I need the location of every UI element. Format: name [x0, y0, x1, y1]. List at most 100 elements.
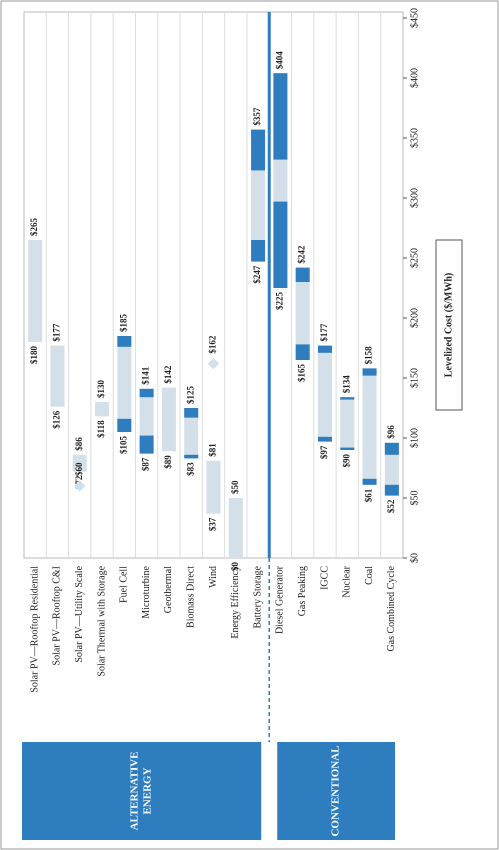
range-segment — [317, 436, 332, 442]
low-label: $61 — [364, 488, 374, 502]
range-bar — [95, 402, 110, 417]
range-bar — [317, 345, 332, 442]
range-bar — [50, 345, 65, 407]
range-bar — [340, 397, 355, 450]
low-label: $87 — [141, 457, 151, 471]
y-tick-label: $100 — [409, 428, 420, 448]
range-bar — [72, 454, 87, 472]
category-label: Fuel Cell — [119, 566, 130, 603]
range-segment — [295, 344, 310, 360]
group-label: ENERGY — [142, 767, 154, 814]
group-label: CONVENTIONAL — [330, 745, 342, 836]
range-segment — [184, 408, 199, 418]
range-segment — [184, 454, 199, 459]
low-label: $247 — [252, 265, 262, 284]
range-segment — [384, 442, 399, 455]
high-label: $265 — [29, 218, 39, 237]
axis-title-box — [435, 239, 463, 411]
range-bar — [362, 368, 377, 485]
range-segment — [362, 368, 377, 376]
low-label: $89 — [163, 455, 173, 469]
range-segment — [117, 418, 132, 432]
low-label: $83 — [185, 462, 195, 476]
group-box — [22, 742, 262, 840]
group-label: ALTERNATIVE — [129, 752, 141, 831]
y-tick-label: $50 — [409, 491, 420, 506]
range-bar — [384, 442, 399, 496]
y-tick-label: $250 — [409, 248, 420, 268]
category-label: Wind — [208, 566, 219, 588]
high-label: $81 — [208, 443, 218, 457]
category-label: Geothermal — [163, 566, 174, 613]
high-label: $357 — [252, 107, 262, 126]
diamond-marker — [207, 357, 220, 370]
category-label: Gas Peaking — [297, 566, 308, 616]
range-segment — [273, 201, 288, 288]
high-label: $177 — [319, 323, 329, 342]
range-segment — [117, 336, 132, 347]
low-label: $90 — [341, 454, 351, 468]
low-label: $37 — [208, 517, 218, 531]
range-bar — [161, 387, 176, 452]
category-label: Energy Efficiency — [230, 566, 241, 639]
high-label: $130 — [96, 380, 106, 399]
low-label: $180 — [29, 346, 39, 365]
group-box — [277, 742, 395, 840]
high-label: $142 — [163, 365, 173, 384]
range-segment — [273, 73, 288, 160]
low-label: $225 — [274, 292, 284, 311]
range-segment — [139, 388, 154, 398]
y-tick-label: $350 — [409, 128, 420, 148]
low-label: $52 — [386, 499, 396, 513]
range-segment — [384, 484, 399, 496]
range-bar — [117, 336, 132, 432]
high-label: $404 — [274, 51, 284, 70]
range-segment — [295, 267, 310, 282]
diamond-label: $162 — [208, 335, 218, 354]
category-label: Solar PV—Utility Scale — [74, 565, 85, 662]
range-segment — [362, 478, 377, 485]
range-bar — [295, 267, 310, 360]
range-bar — [28, 240, 43, 342]
high-label: $141 — [141, 366, 151, 385]
low-label: $118 — [96, 420, 106, 438]
category-label: Biomass Direct — [186, 566, 197, 628]
y-tick-label: $200 — [409, 308, 420, 328]
category-label: Nuclear — [342, 565, 353, 597]
low-label: $165 — [297, 364, 307, 383]
range-segment — [139, 435, 154, 454]
category-label: Diesel Generator — [275, 565, 286, 634]
category-label: Gas Combined Cycle — [386, 565, 397, 651]
range-bar — [228, 498, 243, 558]
category-label: Solar PV—Rooftop C&I — [52, 566, 63, 665]
low-label: $105 — [118, 436, 128, 455]
range-segment — [340, 447, 355, 450]
range-segment — [251, 129, 266, 171]
y-tick-label: $0 — [409, 553, 420, 563]
high-label: $86 — [74, 437, 84, 451]
plot-frame — [23, 11, 404, 559]
high-label: $158 — [364, 346, 374, 365]
high-label: $50 — [230, 480, 240, 494]
high-label: $125 — [185, 386, 195, 405]
range-segment — [317, 345, 332, 353]
high-label: $242 — [297, 245, 307, 264]
range-bar — [206, 460, 221, 514]
category-label: Battery Storage — [252, 565, 263, 628]
high-label: $134 — [341, 375, 351, 394]
y-tick-label: $300 — [409, 188, 420, 208]
range-segment — [340, 397, 355, 400]
low-label: $126 — [52, 410, 62, 429]
low-label: $97 — [319, 445, 329, 459]
y-tick-label: $400 — [409, 68, 420, 88]
category-label: Microturbine — [141, 565, 152, 618]
category-label: Coal — [364, 566, 375, 585]
category-label: Solar Thermal with Storage — [96, 565, 107, 676]
low-label: $0 — [230, 562, 240, 572]
range-segment — [251, 240, 266, 262]
diamond-label: $60 — [74, 462, 84, 476]
high-label: $177 — [52, 323, 62, 342]
y-tick-label: $450 — [409, 8, 420, 28]
